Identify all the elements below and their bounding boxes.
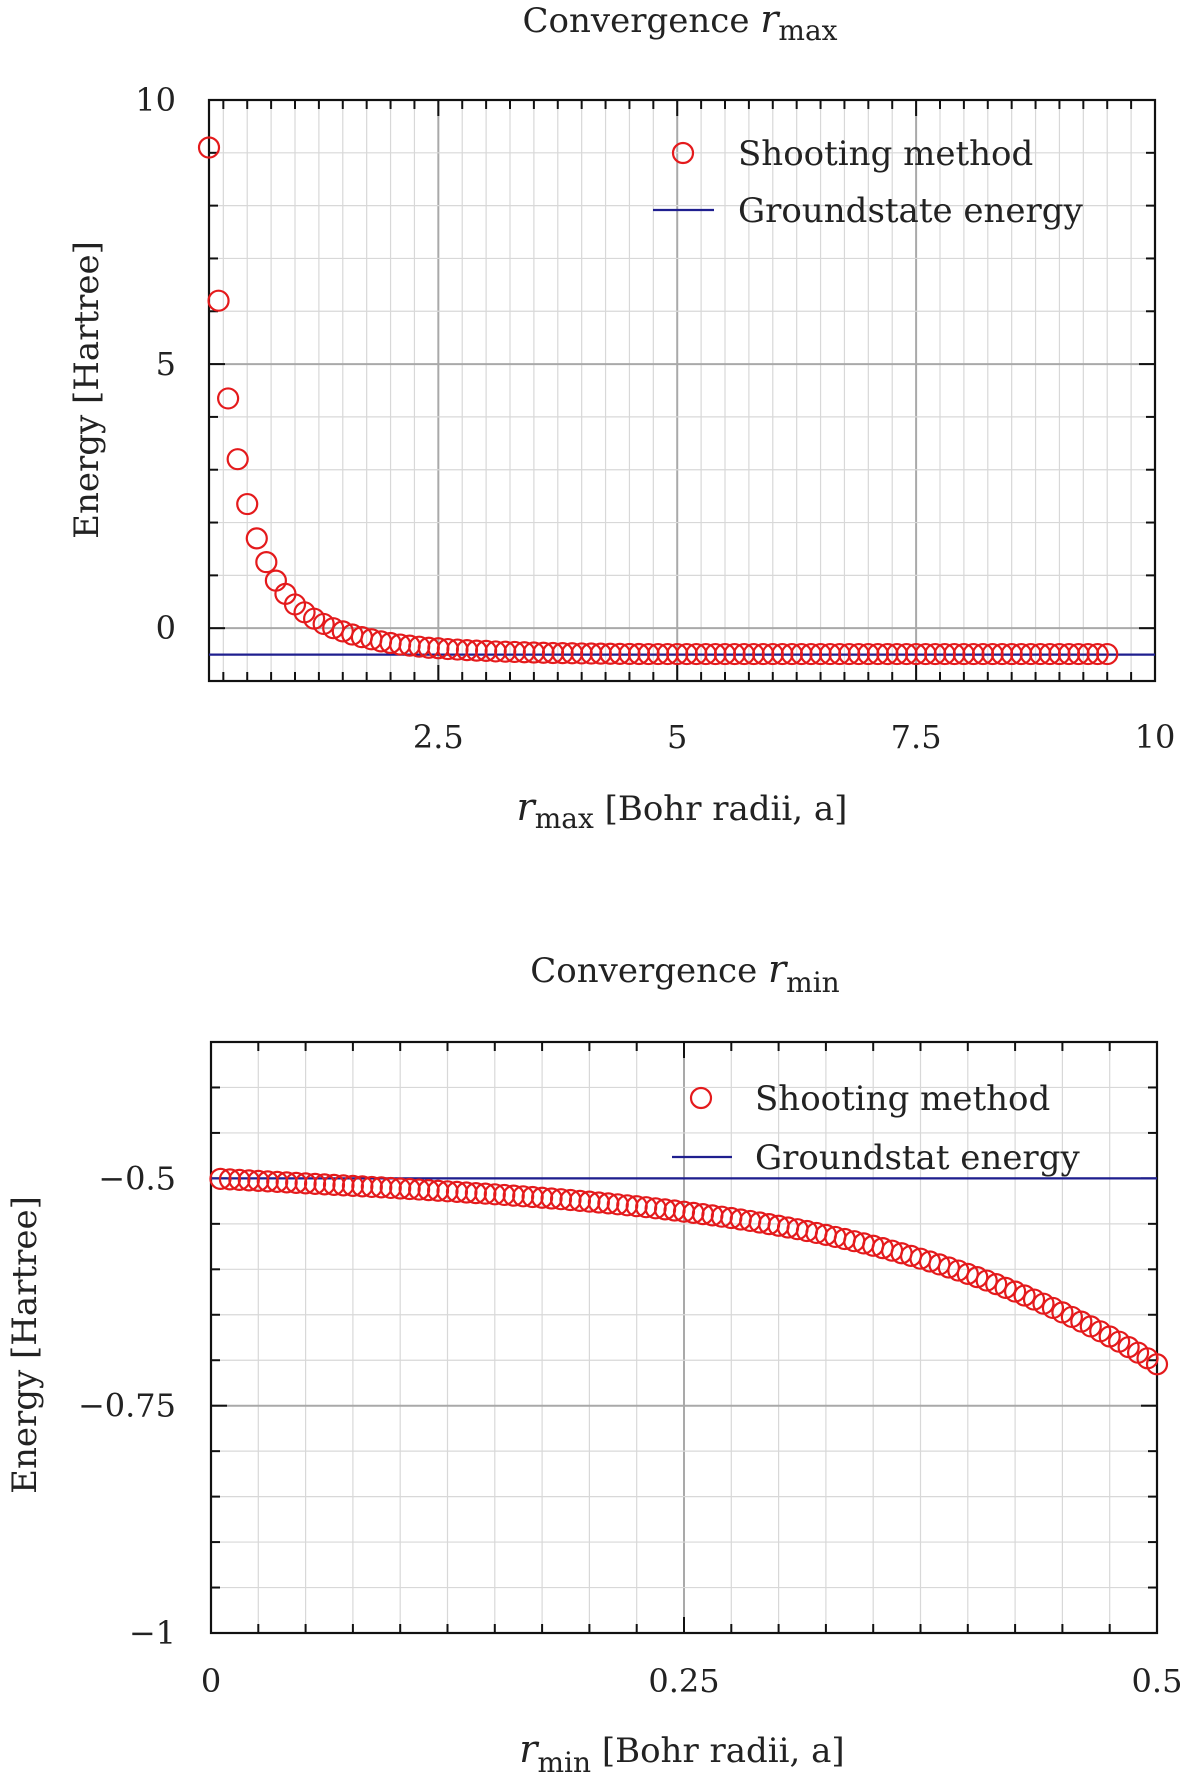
data-point xyxy=(264,569,287,592)
x-tick-label: 0.25 xyxy=(648,1662,719,1700)
series-points xyxy=(209,1167,1169,1376)
plot-frame xyxy=(207,98,1157,683)
data-point xyxy=(1086,642,1109,666)
grid xyxy=(209,99,1156,682)
x-tick-label: 10 xyxy=(1135,718,1176,756)
data-point xyxy=(975,1269,998,1292)
chart-rmin: Convergence rmin 0 0.25 0.5 −0.5 −0.75 −1 rm… xyxy=(5,947,1182,1778)
x-axis-label: rmax [Bohr radii, a] xyxy=(517,785,848,835)
y-tick-label: 0 xyxy=(156,609,176,647)
data-point xyxy=(985,1273,1008,1296)
y-tick-label: 10 xyxy=(135,81,176,119)
y-axis-label: Energy [Hartree] xyxy=(67,241,107,539)
data-point xyxy=(236,492,259,516)
tick-marks xyxy=(209,99,1156,682)
data-point xyxy=(1022,1288,1046,1311)
data-point xyxy=(1096,642,1119,666)
y-tick-labels: 0 5 10 xyxy=(135,81,176,647)
x-tick-label: 5 xyxy=(667,718,687,756)
y-tick-label: −0.5 xyxy=(98,1159,176,1197)
series-points xyxy=(197,136,1119,666)
chart-title: Convergence rmax xyxy=(523,0,838,47)
data-point xyxy=(1003,1280,1027,1303)
legend: Shooting method Groundstat energy xyxy=(672,1079,1080,1178)
data-point xyxy=(966,1266,989,1289)
data-point xyxy=(1013,1284,1036,1307)
y-tick-label: −0.75 xyxy=(78,1387,176,1425)
legend-label-shooting: Shooting method xyxy=(738,134,1033,174)
data-point xyxy=(1145,1353,1169,1376)
data-point xyxy=(255,551,278,574)
data-point xyxy=(994,1276,1017,1299)
legend-marker-shooting xyxy=(689,1086,713,1110)
y-tick-label: −1 xyxy=(129,1614,176,1652)
data-point xyxy=(197,136,221,159)
x-tick-label: 0.5 xyxy=(1132,1662,1182,1700)
chart-rmax: Convergence rmax 2.5 5 7.5 10 0 5 10 rmax [Bo… xyxy=(67,0,1175,835)
x-tick-label: 7.5 xyxy=(891,718,942,756)
x-tick-labels: 2.5 5 7.5 10 xyxy=(413,718,1175,756)
data-point xyxy=(217,387,240,410)
legend-label-groundstate: Groundstat energy xyxy=(755,1138,1080,1178)
x-tick-labels: 0 0.25 0.5 xyxy=(201,1662,1182,1700)
y-tick-label: 5 xyxy=(156,345,176,383)
x-axis-label: rmin [Bohr radii, a] xyxy=(519,1727,844,1778)
plot-frame xyxy=(209,1040,1159,1635)
legend-label-shooting: Shooting method xyxy=(755,1079,1050,1119)
y-axis-label: Energy [Hartree] xyxy=(5,1196,45,1494)
data-point xyxy=(207,289,230,312)
data-point xyxy=(312,612,335,636)
data-point xyxy=(245,527,268,550)
legend-label-groundstate: Groundstate energy xyxy=(738,191,1084,231)
x-tick-label: 2.5 xyxy=(413,718,464,756)
legend-marker-shooting xyxy=(671,141,695,165)
legend: Shooting method Groundstate energy xyxy=(653,134,1084,231)
y-tick-labels: −0.5 −0.75 −1 xyxy=(78,1159,176,1652)
data-point xyxy=(226,448,249,471)
x-tick-label: 0 xyxy=(201,1662,221,1700)
chart-title: Convergence rmin xyxy=(530,947,839,999)
data-point xyxy=(956,1262,979,1285)
grid xyxy=(210,1041,1158,1634)
